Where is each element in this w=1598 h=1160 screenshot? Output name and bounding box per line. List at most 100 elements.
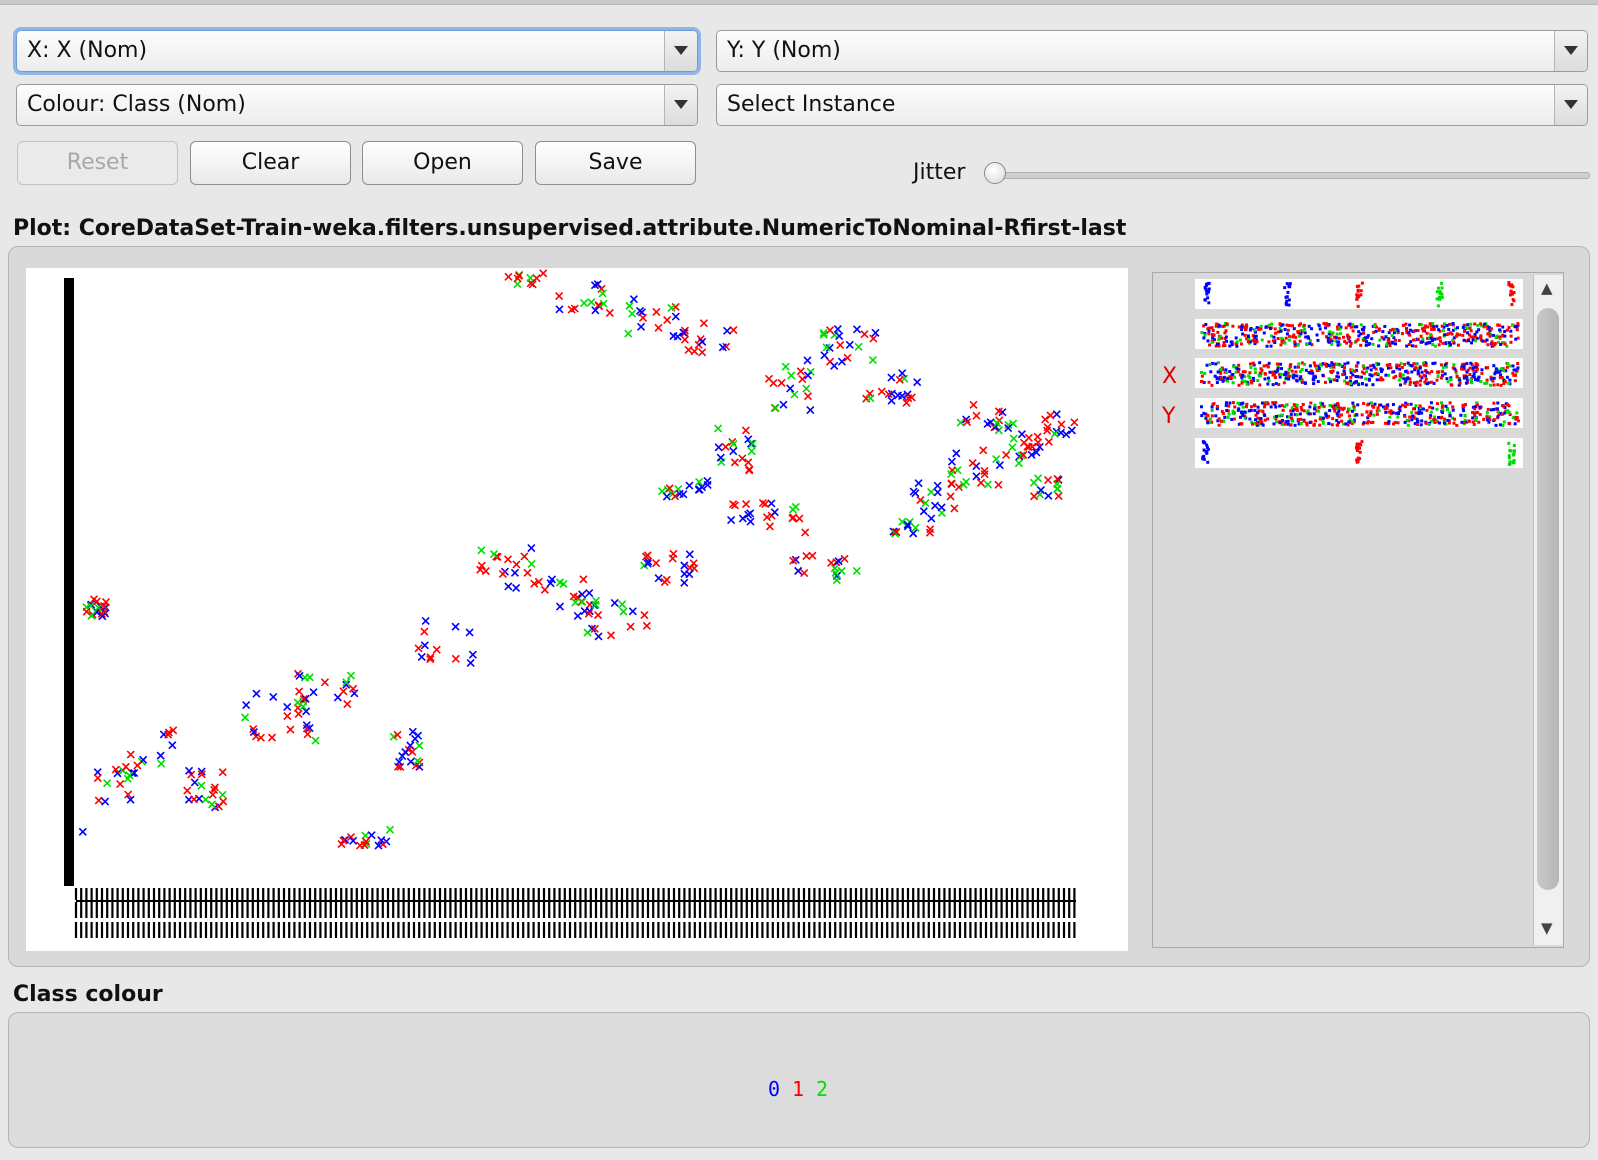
data-point[interactable] bbox=[532, 274, 541, 283]
data-point[interactable] bbox=[1044, 437, 1053, 446]
data-point[interactable] bbox=[913, 378, 922, 387]
data-point[interactable] bbox=[833, 324, 842, 334]
data-point[interactable] bbox=[555, 578, 565, 587]
data-point[interactable] bbox=[1036, 486, 1045, 495]
data-point[interactable] bbox=[777, 378, 786, 387]
data-point[interactable] bbox=[1046, 411, 1055, 420]
data-point[interactable] bbox=[852, 566, 861, 576]
data-point[interactable] bbox=[788, 505, 797, 514]
data-point[interactable] bbox=[699, 319, 708, 328]
data-point[interactable] bbox=[642, 621, 651, 630]
data-point[interactable] bbox=[1004, 420, 1013, 430]
data-point[interactable] bbox=[242, 700, 251, 710]
data-point[interactable] bbox=[667, 303, 676, 312]
data-point[interactable] bbox=[968, 458, 977, 468]
data-point[interactable] bbox=[406, 741, 415, 750]
data-point[interactable] bbox=[411, 734, 420, 743]
data-point[interactable] bbox=[94, 796, 103, 805]
data-point[interactable] bbox=[979, 446, 988, 455]
clear-button[interactable]: Clear bbox=[190, 141, 351, 185]
class-legend-1[interactable]: 1 bbox=[792, 1077, 805, 1101]
data-point[interactable] bbox=[684, 345, 693, 355]
data-point[interactable] bbox=[593, 280, 602, 289]
data-point[interactable] bbox=[665, 484, 674, 493]
data-point[interactable] bbox=[794, 566, 803, 575]
data-point[interactable] bbox=[293, 698, 302, 707]
data-point[interactable] bbox=[594, 632, 603, 641]
y-axis-select[interactable]: Y: Y (Nom) bbox=[716, 30, 1588, 72]
data-point[interactable] bbox=[466, 658, 475, 667]
data-point[interactable] bbox=[916, 495, 925, 505]
data-point[interactable] bbox=[898, 517, 907, 526]
data-point[interactable] bbox=[201, 795, 210, 804]
data-point[interactable] bbox=[698, 337, 707, 346]
data-point[interactable] bbox=[738, 514, 747, 523]
data-point[interactable] bbox=[489, 550, 499, 559]
data-point[interactable] bbox=[393, 730, 402, 739]
data-point[interactable] bbox=[969, 400, 978, 409]
data-point[interactable] bbox=[413, 756, 422, 765]
data-point[interactable] bbox=[927, 514, 936, 523]
data-point[interactable] bbox=[625, 301, 634, 310]
class-legend-0[interactable]: 0 bbox=[768, 1077, 781, 1101]
data-point[interactable] bbox=[527, 559, 536, 569]
data-point[interactable] bbox=[654, 323, 663, 332]
data-point[interactable] bbox=[730, 458, 739, 467]
data-point[interactable] bbox=[868, 355, 877, 365]
data-point[interactable] bbox=[408, 727, 417, 736]
data-point[interactable] bbox=[86, 601, 95, 611]
data-point[interactable] bbox=[301, 694, 310, 703]
data-point[interactable] bbox=[956, 418, 965, 427]
data-point[interactable] bbox=[302, 721, 311, 730]
data-point[interactable] bbox=[926, 525, 935, 534]
data-point[interactable] bbox=[94, 603, 103, 612]
data-point[interactable] bbox=[408, 747, 417, 756]
data-point[interactable] bbox=[320, 678, 329, 687]
data-point[interactable] bbox=[820, 351, 829, 360]
data-point[interactable] bbox=[606, 631, 616, 640]
data-point[interactable] bbox=[510, 568, 519, 577]
data-point[interactable] bbox=[580, 607, 589, 616]
data-point[interactable] bbox=[629, 295, 638, 304]
data-point[interactable] bbox=[1019, 450, 1028, 459]
data-point[interactable] bbox=[1017, 430, 1026, 439]
data-point[interactable] bbox=[729, 325, 738, 335]
data-point[interactable] bbox=[946, 492, 955, 501]
data-point[interactable] bbox=[801, 528, 810, 537]
data-point[interactable] bbox=[342, 680, 351, 689]
data-point[interactable] bbox=[898, 369, 907, 378]
data-point[interactable] bbox=[414, 644, 423, 653]
data-point[interactable] bbox=[1027, 450, 1036, 459]
data-point[interactable] bbox=[555, 602, 565, 611]
data-point[interactable] bbox=[1053, 484, 1062, 493]
data-point[interactable] bbox=[101, 597, 111, 607]
data-point[interactable] bbox=[1053, 474, 1062, 483]
data-point[interactable] bbox=[947, 457, 956, 466]
data-point[interactable] bbox=[822, 343, 831, 352]
data-point[interactable] bbox=[99, 601, 109, 611]
data-point[interactable] bbox=[994, 480, 1003, 489]
x-axis-dropdown-arrow[interactable] bbox=[664, 31, 697, 71]
x-axis-select[interactable]: X: X (Nom) bbox=[16, 30, 698, 72]
data-point[interactable] bbox=[902, 398, 911, 407]
data-point[interactable] bbox=[796, 367, 805, 376]
data-point[interactable] bbox=[921, 499, 930, 508]
data-point[interactable] bbox=[980, 466, 989, 476]
data-point[interactable] bbox=[1057, 420, 1066, 429]
data-point[interactable] bbox=[599, 299, 608, 308]
data-point[interactable] bbox=[819, 330, 828, 339]
data-point[interactable] bbox=[765, 522, 774, 531]
data-point[interactable] bbox=[299, 694, 308, 703]
data-point[interactable] bbox=[116, 779, 125, 789]
data-point[interactable] bbox=[628, 607, 637, 616]
reset-button[interactable]: Reset bbox=[17, 141, 178, 185]
data-point[interactable] bbox=[504, 582, 513, 591]
data-point[interactable] bbox=[1041, 415, 1050, 424]
data-point[interactable] bbox=[569, 592, 578, 601]
data-point[interactable] bbox=[240, 713, 250, 722]
data-point[interactable] bbox=[802, 384, 811, 393]
data-point[interactable] bbox=[309, 688, 318, 697]
data-point[interactable] bbox=[685, 481, 694, 490]
matrix-scrollbar[interactable]: ▲ ▼ bbox=[1533, 275, 1563, 945]
data-point[interactable] bbox=[854, 342, 863, 351]
